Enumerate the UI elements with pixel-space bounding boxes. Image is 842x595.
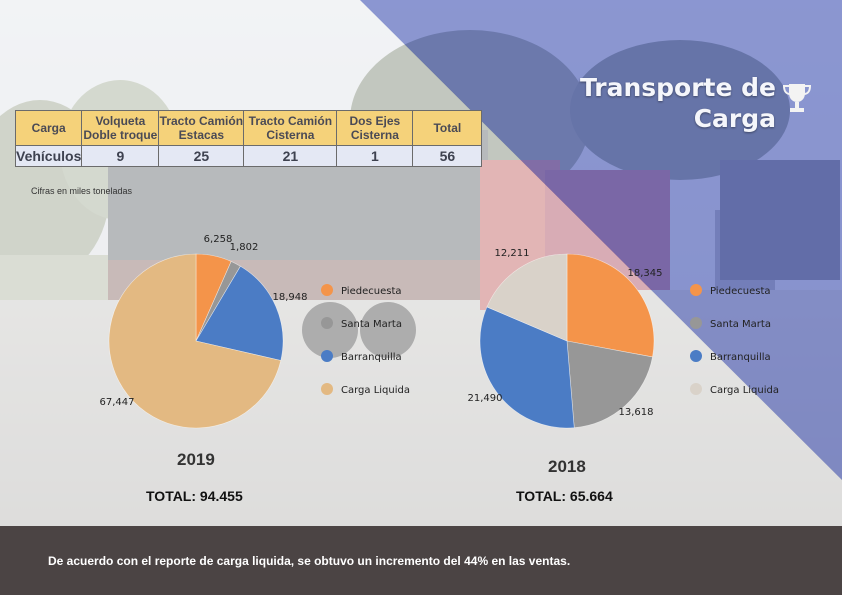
title-line-1: Transporte de <box>579 73 776 102</box>
table-cell: 21 <box>243 145 338 167</box>
legend-marker-2019 <box>321 317 333 329</box>
pie-slice-2018-carga-liquida <box>486 253 568 342</box>
year-label-2019: 2019 <box>177 450 215 469</box>
data-label-2018: 18,345 <box>628 268 663 279</box>
legend-marker-2019 <box>321 284 333 296</box>
total-label-2019: TOTAL: 94.455 <box>146 488 243 504</box>
data-label-2019: 18,948 <box>273 292 308 303</box>
table-header-cell: Carga <box>14 110 83 146</box>
data-label-2019: 6,258 <box>204 234 233 245</box>
table-cell: 25 <box>158 145 245 167</box>
table-header-cell: Dos Ejes Cisterna <box>336 110 414 146</box>
vehicle-table: Carga Volqueta Doble troque Tracto Camión… <box>14 110 483 167</box>
table-cell: Vehículos <box>14 145 83 167</box>
table-header-row: Carga Volqueta Doble troque Tracto Camión… <box>14 110 483 146</box>
legend-label-2019: Carga Liquida <box>341 385 410 396</box>
pie-charts: 6,258 Piedecuesta 1,802 Santa Marta 18,948 Ba… <box>100 234 779 429</box>
footer-message: De acuerdo con el reporte de carga liqui… <box>48 554 571 568</box>
legend-label-2018: Carga Liquida <box>710 385 779 396</box>
legend-marker-2018 <box>690 284 702 296</box>
legend-marker-2019 <box>321 350 333 362</box>
legend-marker-2018 <box>690 383 702 395</box>
table-row: Vehículos 9 25 21 1 56 <box>14 145 483 167</box>
pie-slice-2018-barranquilla <box>479 306 575 429</box>
table-cell: 9 <box>81 145 160 167</box>
table-header-cell: Tracto Camión Estacas <box>158 110 245 146</box>
table-header-cell: Volqueta Doble troque <box>81 110 160 146</box>
legend-label-2018: Barranquilla <box>710 352 771 363</box>
legend-label-2019: Barranquilla <box>341 352 402 363</box>
pie-slice-2018-piedecuesta <box>566 253 655 358</box>
data-label-2019: 67,447 <box>100 397 135 408</box>
legend-label-2018: Piedecuesta <box>710 286 771 297</box>
table-header-cell: Tracto Camión Cisterna <box>243 110 338 146</box>
units-note: Cifras en miles toneladas <box>31 186 133 196</box>
legend-marker-2019 <box>321 383 333 395</box>
year-label-2018: 2018 <box>548 457 586 476</box>
legend-label-2019: Piedecuesta <box>341 286 402 297</box>
footer-band <box>0 526 842 595</box>
pie-slice-2018-santa-marta <box>566 340 653 429</box>
legend-marker-2018 <box>690 350 702 362</box>
legend-label-2018: Santa Marta <box>710 319 771 330</box>
table-cell: 56 <box>412 145 483 167</box>
page-title: Transporte de Carga <box>536 72 776 134</box>
title-line-2: Carga <box>693 104 776 133</box>
data-label-2019: 1,802 <box>230 242 259 253</box>
legend-label-2019: Santa Marta <box>341 319 402 330</box>
data-label-2018: 12,211 <box>495 248 530 259</box>
data-label-2018: 13,618 <box>619 407 654 418</box>
data-label-2018: 21,490 <box>468 393 503 404</box>
legend-marker-2018 <box>690 317 702 329</box>
pie-slice-2019-barranquilla <box>195 265 284 361</box>
trophy-icon <box>782 84 812 112</box>
total-label-2018: TOTAL: 65.664 <box>516 488 613 504</box>
pie-slice-2019-carga-liquida <box>108 253 282 429</box>
table-header-cell: Total <box>412 110 483 146</box>
